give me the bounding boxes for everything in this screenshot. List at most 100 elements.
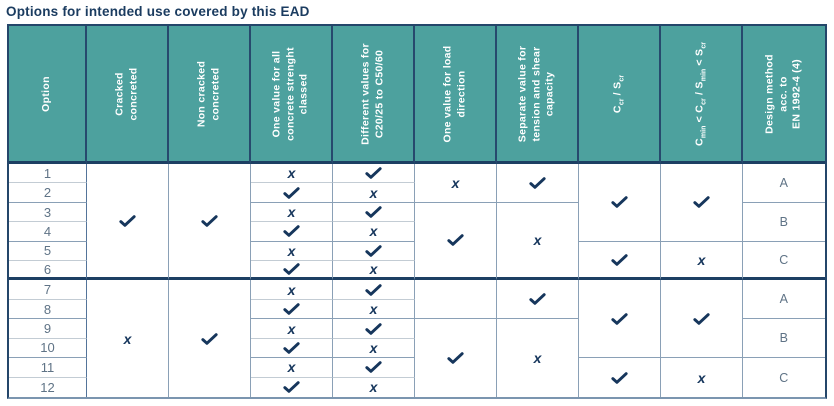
cell-ccr-scr-r11 (579, 358, 661, 397)
cell-option-r10: 10 (9, 338, 87, 359)
cell-design-method-r11: C (743, 358, 825, 397)
check-icon (365, 361, 382, 374)
cell-one-value-all-concrete-classes-r6 (251, 261, 333, 281)
cell-one-value-load-direction-r3 (415, 202, 497, 281)
cell-one-value-load-direction-r7 (415, 280, 497, 320)
check-icon (365, 245, 382, 257)
cell-different-values-c20-c50-r4: x (333, 222, 415, 242)
design-method-letter: C (779, 252, 789, 267)
check-icon (365, 206, 382, 218)
x-mark-icon: x (123, 330, 132, 347)
check-icon (693, 196, 710, 209)
cell-different-values-c20-c50-r1 (333, 164, 415, 184)
cell-separate-tension-shear-r9: x (497, 319, 579, 397)
cell-different-values-c20-c50-r2: x (333, 183, 415, 203)
col-header-label: Ccr / Scr (611, 74, 626, 113)
cell-different-values-c20-c50-r11 (333, 358, 415, 378)
cell-different-values-c20-c50-r9 (333, 319, 415, 339)
cell-one-value-all-concrete-classes-r11: x (251, 358, 333, 378)
design-method-letter: C (779, 370, 789, 385)
cell-one-value-all-concrete-classes-r12 (251, 377, 333, 397)
col-header-cmin-ccr-smin-scr: Cmin < Ccr / Smin < Scr (661, 26, 743, 164)
check-icon (283, 303, 300, 315)
check-icon (365, 167, 382, 180)
option-number: 11 (40, 359, 55, 375)
x-mark-icon: x (287, 320, 296, 337)
cell-non-cracked-concreted-r7 (169, 280, 251, 397)
design-method-letter: B (779, 331, 789, 346)
option-number: 8 (43, 301, 52, 317)
check-icon (365, 283, 382, 296)
cell-one-value-all-concrete-classes-r1: x (251, 164, 333, 184)
page-title: Options for intended use covered by this… (6, 4, 310, 19)
cell-one-value-all-concrete-classes-r2 (251, 183, 333, 203)
check-icon (529, 293, 546, 306)
cell-one-value-load-direction-r1: x (415, 164, 497, 203)
col-header-non-cracked-concreted: Non cracked concreted (169, 26, 251, 164)
option-number: 4 (43, 223, 52, 239)
cell-one-value-load-direction-r9 (415, 319, 497, 397)
col-header-label: One value for load direction (441, 45, 467, 143)
col-header-cracked-concreted: Cracked concreted (87, 26, 169, 164)
cell-non-cracked-concreted-r1 (169, 164, 251, 281)
design-method-letter: B (779, 214, 789, 229)
cell-one-value-all-concrete-classes-r3: x (251, 202, 333, 223)
design-method-letter: A (779, 175, 789, 190)
cell-separate-tension-shear-r7 (497, 280, 579, 320)
cell-one-value-all-concrete-classes-r4 (251, 222, 333, 242)
cell-ccr-scr-r1 (579, 164, 661, 242)
check-icon (283, 381, 300, 394)
option-number: 12 (40, 379, 55, 395)
check-icon (693, 312, 710, 325)
option-number: 3 (43, 204, 52, 220)
cell-option-r6: 6 (9, 261, 87, 281)
cell-cracked-concreted-r7: x (87, 280, 169, 397)
check-icon (611, 312, 628, 325)
check-icon (283, 263, 300, 276)
x-mark-icon: x (369, 301, 378, 318)
x-mark-icon: x (533, 350, 542, 367)
col-header-ccr-scr: Ccr / Scr (579, 26, 661, 164)
cell-separate-tension-shear-r3: x (497, 202, 579, 281)
cell-option-r2: 2 (9, 183, 87, 203)
check-icon (119, 214, 136, 227)
col-header-label: Non cracked concreted (195, 60, 221, 127)
option-number: 2 (43, 185, 52, 201)
check-icon (365, 322, 382, 335)
col-header-label: One value for all concrete strenght clas… (270, 46, 310, 141)
x-mark-icon: x (287, 165, 296, 182)
option-number: 7 (43, 282, 52, 298)
cell-separate-tension-shear-r1 (497, 164, 579, 203)
x-mark-icon: x (287, 281, 296, 298)
cell-cmin-ccr-smin-scr-r11: x (661, 358, 743, 397)
cell-option-r8: 8 (9, 299, 87, 320)
cell-design-method-r9: B (743, 319, 825, 359)
cell-different-values-c20-c50-r6: x (333, 261, 415, 281)
check-icon (447, 352, 464, 364)
check-icon (447, 234, 464, 246)
check-icon (283, 186, 300, 199)
x-mark-icon: x (287, 242, 296, 259)
x-mark-icon: x (369, 379, 378, 396)
cell-cmin-ccr-smin-scr-r7 (661, 280, 743, 359)
cell-design-method-r3: B (743, 202, 825, 242)
check-icon (201, 332, 218, 345)
col-header-separate-tension-shear: Separate value for tension and shear cap… (497, 26, 579, 164)
cell-one-value-all-concrete-classes-r7: x (251, 280, 333, 300)
check-icon (611, 371, 628, 384)
cell-cmin-ccr-smin-scr-r5: x (661, 241, 743, 281)
cell-ccr-scr-r7 (579, 280, 661, 359)
cell-design-method-r7: A (743, 280, 825, 320)
x-mark-icon: x (697, 251, 706, 268)
cell-option-r1: 1 (9, 164, 87, 184)
col-header-design-method: Design method acc. to EN 1992-4 (4) (743, 26, 825, 164)
cell-different-values-c20-c50-r3 (333, 202, 415, 223)
option-number: 5 (43, 243, 52, 259)
option-number: 10 (40, 340, 55, 356)
cell-one-value-all-concrete-classes-r9: x (251, 319, 333, 339)
x-mark-icon: x (287, 359, 296, 376)
col-header-label: Option (40, 75, 53, 112)
cell-design-method-r5: C (743, 241, 825, 281)
cell-ccr-scr-r5 (579, 241, 661, 281)
x-mark-icon: x (369, 184, 378, 201)
